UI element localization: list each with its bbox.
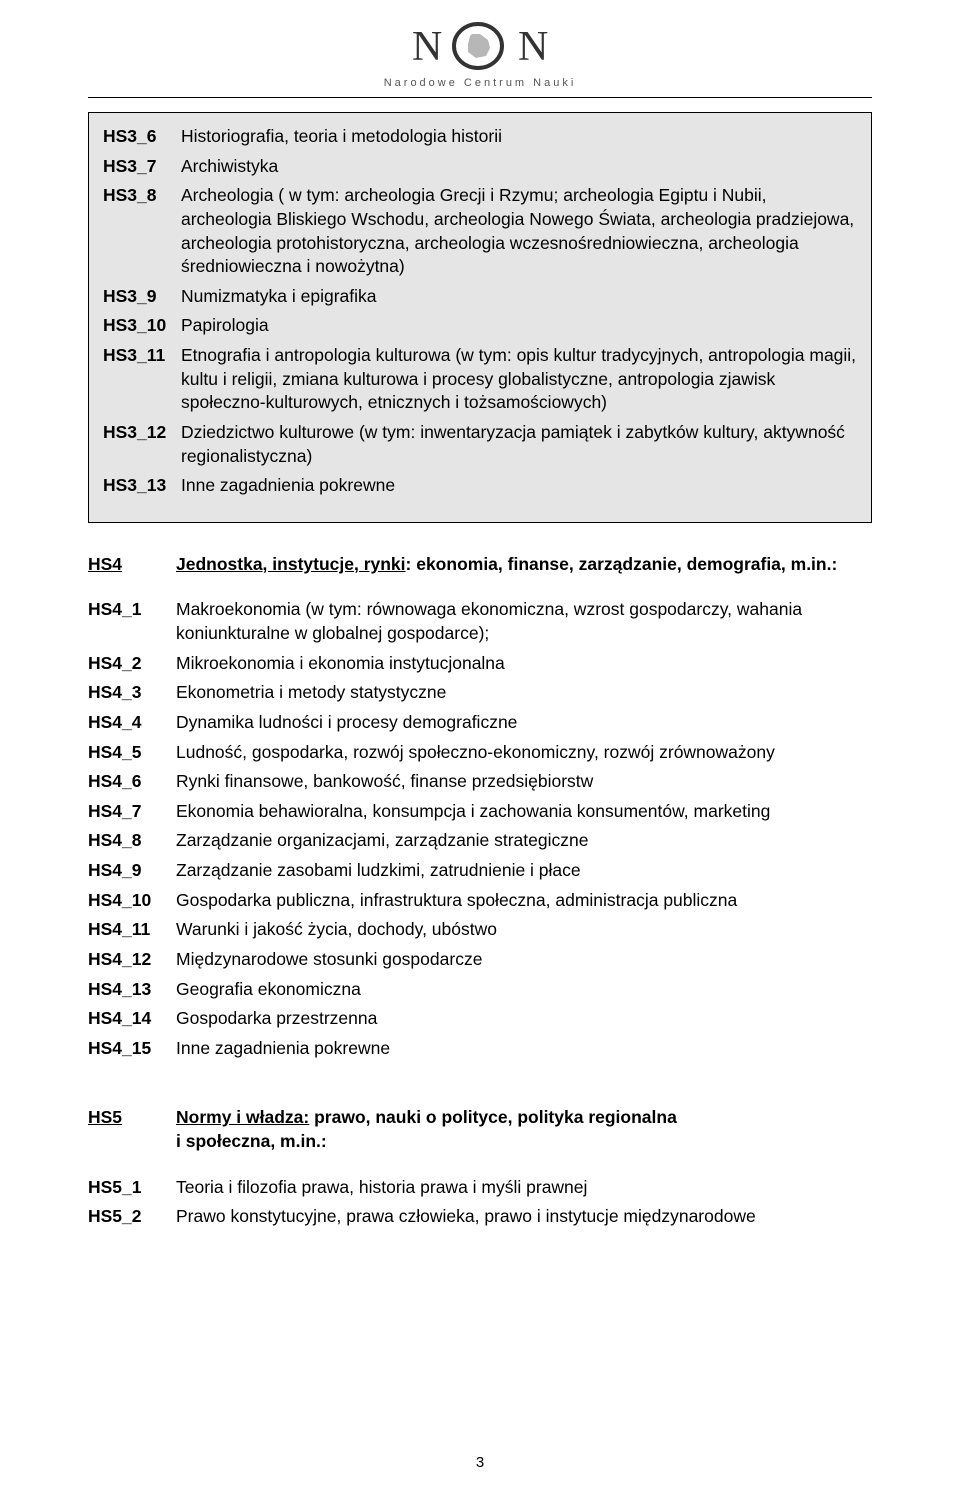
title-rest: : ekonomia, finanse, zarządzanie, demogr… bbox=[406, 554, 838, 574]
item-code: HS4_9 bbox=[88, 859, 176, 883]
item-code: HS3_8 bbox=[103, 184, 181, 208]
section-code: HS5 bbox=[88, 1106, 176, 1130]
item-code: HS4_11 bbox=[88, 918, 176, 942]
item-code: HS4_13 bbox=[88, 978, 176, 1002]
item-code: HS4_4 bbox=[88, 711, 176, 735]
item-desc: Archeologia ( w tym: archeologia Grecji … bbox=[181, 184, 857, 279]
ncn-logo-icon: N N bbox=[400, 20, 560, 75]
list-item: HS4_11 Warunki i jakość życia, dochody, … bbox=[88, 918, 872, 942]
list-item: HS4_13 Geografia ekonomiczna bbox=[88, 978, 872, 1002]
section-code: HS4 bbox=[88, 553, 176, 577]
list-item: HS4_1 Makroekonomia (w tym: równowaga ek… bbox=[88, 598, 872, 645]
item-code: HS5_2 bbox=[88, 1205, 176, 1229]
list-item: HS4_15 Inne zagadnienia pokrewne bbox=[88, 1037, 872, 1061]
list-item: HS5_2 Prawo konstytucyjne, prawa człowie… bbox=[88, 1205, 872, 1229]
item-desc: Historiografia, teoria i metodologia his… bbox=[181, 125, 857, 149]
hs5-header: HS5 Normy i władza: prawo, nauki o polit… bbox=[88, 1106, 872, 1153]
list-item: HS4_10 Gospodarka publiczna, infrastrukt… bbox=[88, 889, 872, 913]
item-desc: Rynki finansowe, bankowość, finanse prze… bbox=[176, 770, 872, 794]
hs3-box: HS3_6 Historiografia, teoria i metodolog… bbox=[88, 112, 872, 523]
list-item: HS4_9 Zarządzanie zasobami ludzkimi, zat… bbox=[88, 859, 872, 883]
item-code: HS4_1 bbox=[88, 598, 176, 622]
title-rest: prawo, nauki o polityce, polityka region… bbox=[309, 1107, 677, 1127]
section-title: Normy i władza: prawo, nauki o polityce,… bbox=[176, 1106, 872, 1153]
item-code: HS3_7 bbox=[103, 155, 181, 179]
header-divider bbox=[88, 97, 872, 98]
header-logo: N N Narodowe Centrum Nauki bbox=[0, 0, 960, 97]
item-desc: Mikroekonomia i ekonomia instytucjonalna bbox=[176, 652, 872, 676]
item-code: HS3_6 bbox=[103, 125, 181, 149]
title-line2: i społeczna, m.in.: bbox=[176, 1131, 327, 1151]
title-underlined: Jednostka, instytucje, rynki bbox=[176, 554, 406, 574]
list-item: HS4_14 Gospodarka przestrzenna bbox=[88, 1007, 872, 1031]
title-underlined: Normy i władza: bbox=[176, 1107, 309, 1127]
item-code: HS4_15 bbox=[88, 1037, 176, 1061]
svg-text:N: N bbox=[412, 24, 442, 70]
list-item: HS4_4 Dynamika ludności i procesy demogr… bbox=[88, 711, 872, 735]
item-desc: Ekonomia behawioralna, konsumpcja i zach… bbox=[176, 800, 872, 824]
svg-text:N: N bbox=[518, 24, 548, 70]
item-code: HS4_12 bbox=[88, 948, 176, 972]
list-item: HS4_5 Ludność, gospodarka, rozwój społec… bbox=[88, 741, 872, 765]
item-code: HS3_11 bbox=[103, 344, 181, 368]
list-item: HS3_12 Dziedzictwo kulturowe (w tym: inw… bbox=[103, 421, 857, 468]
item-desc: Zarządzanie zasobami ludzkimi, zatrudnie… bbox=[176, 859, 872, 883]
hs5-section: HS5 Normy i władza: prawo, nauki o polit… bbox=[88, 1106, 872, 1229]
hs4-section: HS4 Jednostka, instytucje, rynki: ekonom… bbox=[88, 553, 872, 1061]
list-item: HS3_10 Papirologia bbox=[103, 314, 857, 338]
item-desc: Ekonometria i metody statystyczne bbox=[176, 681, 872, 705]
item-code: HS4_8 bbox=[88, 829, 176, 853]
item-desc: Inne zagadnienia pokrewne bbox=[181, 474, 857, 498]
logo-subtitle: Narodowe Centrum Nauki bbox=[0, 77, 960, 89]
list-item: HS3_8 Archeologia ( w tym: archeologia G… bbox=[103, 184, 857, 279]
item-desc: Etnografia i antropologia kulturowa (w t… bbox=[181, 344, 857, 415]
item-code: HS3_10 bbox=[103, 314, 181, 338]
list-item: HS3_13 Inne zagadnienia pokrewne bbox=[103, 474, 857, 498]
item-code: HS3_9 bbox=[103, 285, 181, 309]
list-item: HS4_3 Ekonometria i metody statystyczne bbox=[88, 681, 872, 705]
item-desc: Geografia ekonomiczna bbox=[176, 978, 872, 1002]
list-item: HS3_6 Historiografia, teoria i metodolog… bbox=[103, 125, 857, 149]
item-code: HS3_12 bbox=[103, 421, 181, 445]
list-item: HS3_9 Numizmatyka i epigrafika bbox=[103, 285, 857, 309]
item-code: HS4_14 bbox=[88, 1007, 176, 1031]
list-item: HS3_7 Archiwistyka bbox=[103, 155, 857, 179]
item-desc: Gospodarka publiczna, infrastruktura spo… bbox=[176, 889, 872, 913]
list-item: HS4_2 Mikroekonomia i ekonomia instytucj… bbox=[88, 652, 872, 676]
item-code: HS3_13 bbox=[103, 474, 181, 498]
page-number: 3 bbox=[0, 1454, 960, 1471]
list-item: HS4_8 Zarządzanie organizacjami, zarządz… bbox=[88, 829, 872, 853]
item-code: HS4_3 bbox=[88, 681, 176, 705]
item-code: HS4_7 bbox=[88, 800, 176, 824]
item-desc: Międzynarodowe stosunki gospodarcze bbox=[176, 948, 872, 972]
item-desc: Warunki i jakość życia, dochody, ubóstwo bbox=[176, 918, 872, 942]
item-desc: Prawo konstytucyjne, prawa człowieka, pr… bbox=[176, 1205, 872, 1229]
item-code: HS4_5 bbox=[88, 741, 176, 765]
list-item: HS4_7 Ekonomia behawioralna, konsumpcja … bbox=[88, 800, 872, 824]
item-desc: Inne zagadnienia pokrewne bbox=[176, 1037, 872, 1061]
item-desc: Zarządzanie organizacjami, zarządzanie s… bbox=[176, 829, 872, 853]
item-desc: Dziedzictwo kulturowe (w tym: inwentaryz… bbox=[181, 421, 857, 468]
section-title: Jednostka, instytucje, rynki: ekonomia, … bbox=[176, 553, 872, 577]
item-desc: Gospodarka przestrzenna bbox=[176, 1007, 872, 1031]
item-code: HS4_10 bbox=[88, 889, 176, 913]
item-code: HS4_2 bbox=[88, 652, 176, 676]
item-desc: Makroekonomia (w tym: równowaga ekonomic… bbox=[176, 598, 872, 645]
item-desc: Ludność, gospodarka, rozwój społeczno-ek… bbox=[176, 741, 872, 765]
item-desc: Dynamika ludności i procesy demograficzn… bbox=[176, 711, 872, 735]
hs4-header: HS4 Jednostka, instytucje, rynki: ekonom… bbox=[88, 553, 872, 577]
list-item: HS4_6 Rynki finansowe, bankowość, finans… bbox=[88, 770, 872, 794]
item-desc: Archiwistyka bbox=[181, 155, 857, 179]
list-item: HS4_12 Międzynarodowe stosunki gospodarc… bbox=[88, 948, 872, 972]
list-item: HS3_11 Etnografia i antropologia kulturo… bbox=[103, 344, 857, 415]
item-code: HS4_6 bbox=[88, 770, 176, 794]
item-desc: Papirologia bbox=[181, 314, 857, 338]
item-desc: Teoria i filozofia prawa, historia prawa… bbox=[176, 1176, 872, 1200]
item-desc: Numizmatyka i epigrafika bbox=[181, 285, 857, 309]
list-item: HS5_1 Teoria i filozofia prawa, historia… bbox=[88, 1176, 872, 1200]
item-code: HS5_1 bbox=[88, 1176, 176, 1200]
